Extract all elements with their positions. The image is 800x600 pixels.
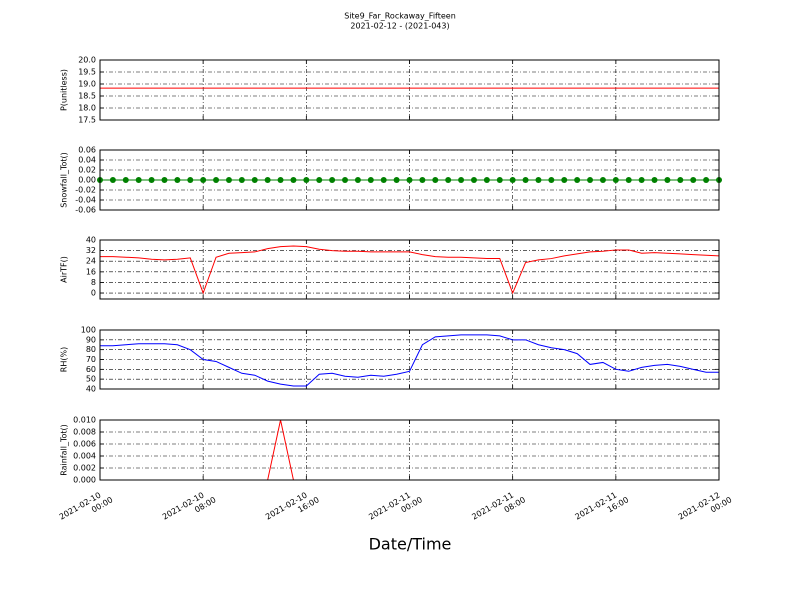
data-point — [664, 177, 671, 183]
y-tick-label: -0.04 — [75, 196, 96, 205]
data-point — [148, 177, 155, 183]
data-point — [290, 177, 297, 183]
y-axis-label: RH(%) — [60, 347, 69, 372]
y-tick-label: -0.02 — [75, 186, 96, 195]
y-tick-label: 32 — [86, 246, 96, 255]
y-tick-label: 0.004 — [73, 452, 96, 461]
data-point — [522, 177, 529, 183]
data-point — [277, 177, 284, 183]
y-axis-label: P(unitless) — [60, 69, 69, 111]
data-point — [470, 177, 477, 183]
data-point — [432, 177, 439, 183]
data-point — [393, 177, 400, 183]
data-point — [161, 177, 168, 183]
y-tick-label: 19.5 — [78, 68, 96, 77]
y-tick-label: 17.5 — [78, 116, 96, 125]
data-point — [122, 177, 129, 183]
y-tick-label: 60 — [86, 365, 96, 374]
y-tick-label: 0.008 — [73, 428, 96, 437]
y-tick-label: 0.02 — [78, 166, 96, 175]
y-tick-label: 0.002 — [73, 464, 96, 473]
data-point — [303, 177, 310, 183]
y-tick-label: 40 — [86, 385, 96, 394]
data-point — [251, 177, 258, 183]
data-point — [135, 177, 142, 183]
data-point — [599, 177, 606, 183]
plot-frame — [99, 329, 720, 390]
y-tick-label: 50 — [86, 375, 96, 384]
data-point — [496, 177, 503, 183]
data-point — [354, 177, 361, 183]
y-tick-label: 18.5 — [78, 92, 96, 101]
y-axis-label: Snowfall_Tot() — [60, 152, 69, 208]
data-point — [342, 177, 349, 183]
y-tick-label: 0.000 — [73, 476, 96, 485]
y-tick-label: 80 — [86, 345, 96, 354]
plot-frame — [99, 239, 720, 300]
data-line — [100, 245, 720, 295]
y-tick-label: 19.0 — [78, 80, 96, 89]
data-point — [677, 177, 684, 183]
y-axis-label: AirTF() — [60, 256, 69, 283]
data-point — [200, 177, 207, 183]
data-point — [316, 177, 323, 183]
y-tick-label: 100 — [81, 326, 96, 335]
y-tick-label: 40 — [86, 236, 96, 245]
data-point — [535, 177, 542, 183]
data-point — [264, 177, 271, 183]
y-tick-label: 0.00 — [78, 176, 96, 185]
y-tick-label: 8 — [91, 278, 96, 287]
data-point — [574, 177, 581, 183]
plot-frame — [99, 419, 720, 481]
plot-frame — [99, 59, 720, 121]
data-point — [651, 177, 658, 183]
data-point — [638, 177, 645, 183]
y-tick-label: 0.006 — [73, 440, 96, 449]
y-tick-label: 18.0 — [78, 104, 96, 113]
data-point — [445, 177, 452, 183]
data-point — [612, 177, 619, 183]
plot-frame — [99, 149, 720, 211]
y-tick-label: 90 — [86, 335, 96, 344]
data-point — [548, 177, 555, 183]
y-tick-label: 0.04 — [78, 156, 96, 165]
y-tick-label: 70 — [86, 355, 96, 364]
data-point — [187, 177, 194, 183]
y-tick-label: 16 — [86, 267, 96, 276]
y-tick-label: 24 — [86, 257, 96, 266]
chart-subtitle: 2021-02-12 - (2021-043) — [350, 22, 449, 31]
data-point — [483, 177, 490, 183]
y-tick-label: -0.06 — [75, 206, 96, 215]
y-tick-label: 0.06 — [78, 146, 96, 155]
data-point — [625, 177, 632, 183]
y-tick-label: 0 — [91, 289, 96, 298]
data-point — [419, 177, 426, 183]
data-point — [458, 177, 465, 183]
x-axis-label: Date/Time — [369, 535, 452, 554]
data-point — [690, 177, 697, 183]
data-point — [238, 177, 245, 183]
y-tick-label: 0.010 — [73, 416, 96, 425]
data-point — [703, 177, 710, 183]
y-tick-label: 20.0 — [78, 56, 96, 65]
data-point — [109, 177, 116, 183]
data-point — [587, 177, 594, 183]
data-point — [406, 177, 413, 183]
chart-title: Site9_Far_Rockaway_Fifteen — [344, 12, 456, 21]
data-point — [174, 177, 181, 183]
data-point — [329, 177, 336, 183]
data-point — [213, 177, 220, 183]
data-point — [225, 177, 232, 183]
data-point — [367, 177, 374, 183]
data-line — [100, 334, 719, 387]
y-axis-label: Rainfall_Tot() — [60, 424, 69, 476]
data-point — [509, 177, 516, 183]
data-point — [561, 177, 568, 183]
data-point — [380, 177, 387, 183]
